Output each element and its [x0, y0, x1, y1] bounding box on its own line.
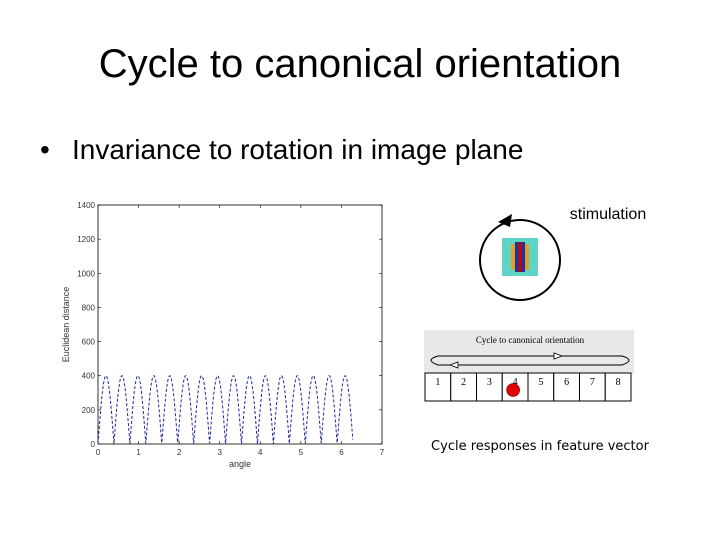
feature-cell: [424, 372, 452, 402]
distance-chart: 0 1 2 3 4 5 6 7 0 200 400 600 800 1000 1200 1400 angle Eu…: [61, 201, 385, 469]
bullet-dot-icon: •: [40, 134, 50, 165]
y-axis-label: Euclidean distance: [61, 287, 71, 363]
rotation-circle: [479, 219, 561, 301]
feature-vector: 1 2 3 4 5 6 7 8: [424, 372, 632, 402]
feature-cell: [553, 372, 580, 402]
x-tick-label: 7: [380, 448, 385, 457]
stimulus-stripe: [525, 244, 529, 270]
y-tick-label: 600: [82, 338, 96, 347]
stimulation-label: stimulation: [570, 206, 646, 223]
x-tick-label: 6: [339, 448, 344, 457]
stimulus-stripe: [515, 242, 518, 272]
feature-cell: [604, 372, 632, 402]
feature-cell-label: 5: [538, 377, 543, 388]
feature-cell-label: 3: [487, 377, 492, 388]
feature-cell-label: 1: [435, 377, 440, 388]
feature-cell: [476, 372, 503, 402]
y-tick-label: 0: [91, 440, 96, 449]
cycle-diagram: stimulation Cycle to canonical orientati…: [424, 206, 650, 454]
y-tick-label: 800: [82, 303, 96, 312]
cycle-right-arrow: [530, 355, 630, 366]
stimulus-stripe: [522, 242, 525, 272]
feature-cell-label: 8: [616, 377, 621, 388]
bullet-item: • Invariance to rotation in image plane: [40, 134, 523, 166]
cycle-panel: [424, 330, 634, 374]
cycle-left-arrow: [430, 355, 530, 366]
x-tick-label: 3: [217, 448, 222, 457]
plot-frame: [97, 204, 383, 445]
x-tick-label: 1: [136, 448, 141, 457]
y-tick-label: 1400: [77, 201, 95, 210]
cycle-arrowhead-icon: [553, 352, 564, 360]
feature-cell: [579, 372, 606, 402]
feature-caption: Cycle responses in feature vector: [431, 439, 650, 454]
feature-cell: [527, 372, 555, 402]
feature-cell-label: 4: [513, 377, 518, 388]
cycle-panel-title: Cycle to canonical orientation: [476, 335, 585, 345]
distance-series-line: [97, 375, 354, 445]
feature-cell-label: 6: [564, 377, 569, 388]
feature-cell-label: 2: [461, 377, 466, 388]
marker-dot: [506, 383, 520, 397]
x-tick-label: 2: [177, 448, 182, 457]
chart-plot: 0 1 2 3 4 5 6 7 0 200 400 600 800 1000 1200 1400 angle Eu…: [61, 201, 385, 469]
y-tick-label: 1000: [77, 269, 95, 278]
x-tick-label: 5: [299, 448, 304, 457]
stimulus-stripe: [518, 242, 522, 272]
slide-title: Cycle to canonical orientation: [98, 42, 622, 86]
stimulus-stripe: [511, 244, 515, 270]
feature-cell: [450, 372, 477, 402]
feature-cell-label: 7: [590, 377, 595, 388]
y-tick-label: 400: [82, 372, 96, 381]
x-tick-label: 0: [96, 448, 101, 457]
x-axis-label: angle: [229, 459, 251, 469]
bullet-text: Invariance to rotation in image plane: [72, 134, 524, 165]
y-tick-label: 1200: [77, 235, 95, 244]
cycle-arrowhead-icon: [448, 361, 459, 369]
x-tick-label: 4: [258, 448, 263, 457]
y-tick-label: 200: [82, 406, 96, 415]
rotation-arrowhead-icon: [498, 214, 512, 227]
